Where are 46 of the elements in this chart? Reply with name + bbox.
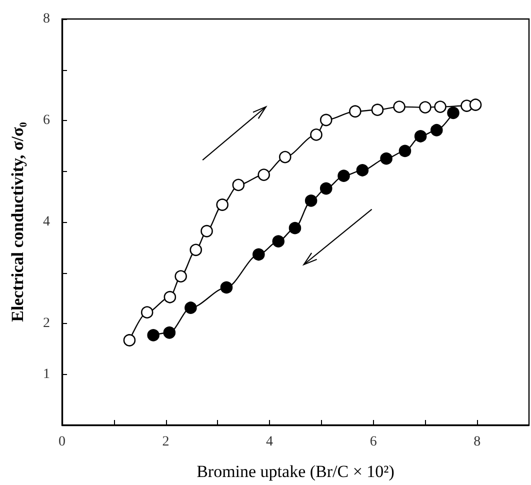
- point: [232, 178, 245, 192]
- x-tick-label: 2: [162, 434, 170, 450]
- point: [320, 182, 332, 195]
- x-axis-title: Bromine uptake (Br/C × 10²): [196, 462, 394, 481]
- point: [380, 152, 392, 165]
- point: [338, 170, 350, 182]
- point: [123, 334, 136, 346]
- x-tick-label: 8: [474, 434, 481, 450]
- point: [272, 235, 285, 248]
- x-tick-label: 6: [370, 434, 377, 450]
- point: [398, 144, 412, 158]
- point: [258, 168, 270, 181]
- point: [371, 104, 384, 116]
- point: [220, 281, 233, 294]
- point: [147, 329, 160, 342]
- y-axis-title: Electrical conductivity, σ/σ₀: [8, 122, 27, 322]
- point: [310, 128, 322, 141]
- point: [469, 98, 482, 111]
- point: [190, 244, 202, 256]
- y-tick-label: 1: [43, 366, 50, 382]
- point: [200, 224, 213, 238]
- point: [184, 302, 197, 314]
- x-tick-label: 0: [58, 434, 66, 450]
- point: [252, 248, 265, 261]
- y-tick-label: 8: [43, 12, 50, 26]
- point: [288, 222, 302, 234]
- point: [304, 194, 318, 207]
- point: [278, 150, 292, 164]
- point: [216, 198, 228, 211]
- y-tick-label: 2: [43, 316, 50, 331]
- point: [349, 105, 362, 118]
- point: [414, 130, 427, 142]
- point: [356, 164, 369, 176]
- point: [140, 306, 154, 318]
- point: [320, 114, 332, 126]
- point: [430, 124, 443, 136]
- point: [174, 270, 187, 282]
- point: [393, 100, 406, 113]
- point: [164, 290, 176, 304]
- point: [447, 106, 460, 120]
- x-tick-label: 4: [266, 434, 274, 450]
- y-tick-label: 6: [43, 113, 50, 128]
- point: [419, 101, 432, 114]
- y-tick-label: 4: [43, 214, 50, 230]
- point: [434, 100, 446, 113]
- point: [163, 326, 176, 339]
